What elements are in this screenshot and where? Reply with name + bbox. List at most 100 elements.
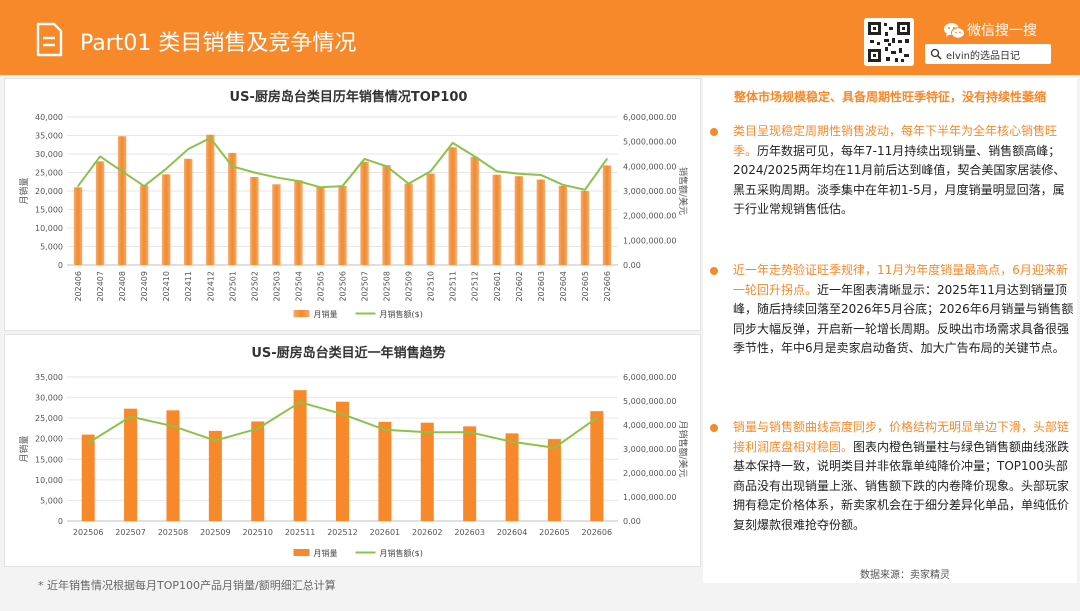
line-point (384, 429, 386, 431)
y2-tick-label: 5,000,000.00 (623, 138, 676, 147)
bar (251, 421, 265, 521)
bar (250, 176, 259, 265)
x-tick-label: 202509 (200, 528, 231, 537)
y-tick-label: 35,000 (35, 132, 63, 141)
analysis-bullet-3: 销量与销售额曲线高度同步，价格结构无明显单边下滑，头部链接利润底盘相对稳固。图表… (710, 418, 1074, 535)
bar (294, 180, 303, 265)
line-point (187, 148, 190, 150)
x-tick-label: 202406 (74, 271, 83, 302)
legend-bar-swatch (293, 549, 310, 556)
bar (336, 401, 349, 521)
y-tick-label: 15,000 (35, 206, 63, 215)
y2-tick-label: 5,000,000.00 (623, 397, 676, 406)
line-point (562, 184, 564, 186)
line-point (299, 401, 301, 403)
x-tick-label: 202512 (471, 271, 480, 302)
line-point (99, 155, 101, 158)
bar (404, 183, 413, 265)
x-tick-label: 202604 (559, 271, 568, 302)
x-tick-label: 202505 (316, 271, 325, 302)
x-tick-label: 202507 (361, 271, 370, 302)
x-tick-label: 202510 (427, 271, 436, 302)
legend-bar-swatch (293, 310, 310, 317)
history-sales-chart: US-厨房岛台类目历年销售情况TOP100 0 5,000 10,000 15,000 2… (18, 89, 689, 319)
line-point (256, 427, 259, 430)
bar (448, 147, 457, 265)
bar (378, 421, 392, 521)
chart-panel-history: US-厨房岛台类目历年销售情况TOP100 0 5,000 10,000 15,000 2… (4, 78, 701, 331)
wechat-search-label: 微信搜一搜 (967, 23, 1037, 39)
line-point (275, 176, 278, 179)
line-point (518, 172, 520, 175)
line-point (209, 137, 212, 139)
x-tick-label: 202508 (383, 271, 392, 302)
line-point (143, 185, 145, 187)
analysis-heading: 整体市场规模稳定、具备周期性旺季特征，没有持续性萎缩 (733, 90, 1046, 104)
bar (228, 152, 237, 265)
bar (166, 410, 180, 521)
line-point (468, 431, 471, 433)
line-point (511, 441, 513, 443)
y-tick-label: 10,000 (35, 224, 63, 233)
bullet-highlight: 近一年走势验证旺季规律，11月为年度销量最高点，6月迎来新一轮回升拐点。 (733, 263, 1068, 297)
bar (316, 186, 325, 265)
bar (580, 191, 590, 265)
bar (426, 173, 435, 265)
x-tick-label: 202506 (73, 528, 104, 537)
x-tick-label: 202603 (454, 528, 485, 537)
y2-tick-label: 4,000,000.00 (623, 421, 676, 430)
bullet-highlight: 类目呈现稳定周期性销售波动，每年下半年为全年核心销售旺季。 (733, 124, 1058, 158)
sales-line (77, 136, 608, 191)
x-tick-label: 202605 (539, 528, 570, 537)
line-point (129, 415, 132, 418)
y-tick-label: 40,000 (35, 113, 63, 122)
analysis-bullet-1: 类目呈现稳定周期性销售波动，每年下半年为全年核心销售旺季。历年数据可见，每年7-… (710, 122, 1074, 220)
legend-label: 月销售额($) (380, 548, 423, 558)
y2-tick-label: 0.00 (623, 517, 641, 526)
recent-sales-chart: US-厨房岛台类目近一年销售趋势 0 5,000 10,000 15,000 20,000… (18, 345, 689, 558)
y2-tick-label: 3,000,000.00 (623, 445, 676, 454)
x-tick-label: 202503 (272, 271, 281, 302)
wechat-search-box[interactable]: elvin的选品日记 (925, 44, 1051, 64)
legend-label: 月销量 (314, 309, 338, 319)
bullet-highlight: 销量与销售额曲线高度同步，价格结构无明显单边下滑，头部链接利润底盘相对稳固。 (733, 420, 1070, 454)
y-tick-label: 35,000 (35, 373, 63, 382)
bullet-text: 历年数据可见，每年7-11月持续出现销量、销售额高峰；2024/2025两年均在… (733, 143, 1066, 217)
line-point (319, 186, 322, 189)
x-tick-label: 202507 (115, 528, 146, 537)
x-tick-label: 202606 (582, 528, 613, 537)
analysis-bullet-2: 近一年走势验证旺季规律，11月为年度销量最高点，6月迎来新一轮回升拐点。近一年图… (710, 261, 1074, 359)
y2-tick-label: 6,000,000.00 (623, 113, 676, 122)
x-tick-label: 202408 (118, 271, 127, 302)
line-point (407, 182, 410, 185)
bar (547, 439, 561, 521)
y2-tick-label: 0.00 (623, 261, 641, 270)
y-tick-label: 20,000 (35, 435, 63, 444)
line-point (606, 158, 608, 160)
bullet-text: 近一年图表清晰显示：2025年11月达到销量顶峰，随后持续回落至2026年5月谷… (733, 282, 1074, 356)
bar (73, 187, 83, 265)
y-axis-label: 月销量 (18, 177, 30, 204)
bar (514, 176, 524, 265)
wechat-icon (944, 23, 965, 39)
y-tick-label: 25,000 (35, 169, 63, 178)
y2-tick-label: 2,000,000.00 (623, 212, 676, 221)
header-bar: Part01 类目销售及竞争情况 微信搜一搜 elvin的选品日记 (0, 0, 1080, 75)
analysis-panel: 整体市场规模稳定、具备周期性旺季特征，没有持续性萎缩 类目呈现稳定周期性销售波动… (703, 78, 1077, 583)
x-tick-label: 202511 (449, 271, 458, 302)
line-point (121, 170, 123, 173)
bar (272, 184, 281, 265)
x-tick-label: 202606 (603, 271, 612, 302)
bar (184, 158, 193, 265)
search-icon (930, 48, 942, 60)
bar (293, 390, 307, 521)
bar (470, 156, 479, 265)
line-point (341, 185, 344, 187)
bullet-dot-icon (710, 267, 718, 275)
bar (536, 179, 546, 265)
bar (602, 165, 612, 265)
x-tick-label: 202512 (327, 528, 358, 537)
bullet-dot-icon (710, 424, 718, 432)
y-tick-label: 5,000 (40, 496, 63, 505)
y2-tick-label: 1,000,000.00 (623, 236, 676, 245)
